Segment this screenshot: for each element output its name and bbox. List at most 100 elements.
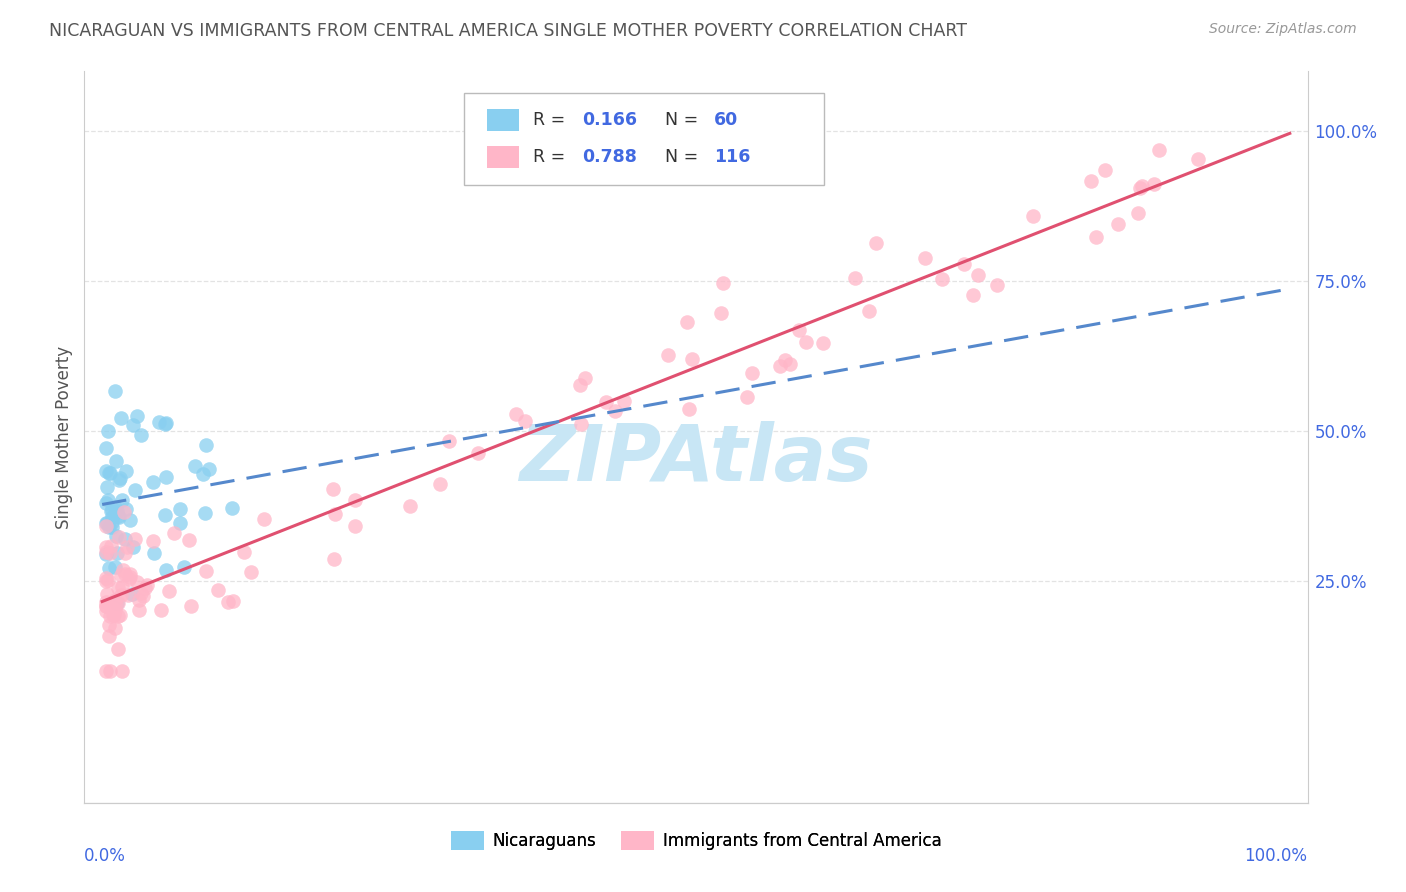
Point (142, 475, 165, 490)
Point (149, 603, 172, 617)
Bar (486, 110, 519, 131)
Point (153, 417, 176, 432)
Point (155, 470, 177, 484)
Point (105, 529, 128, 543)
Point (94, 604, 117, 618)
Point (159, 584, 181, 599)
Point (136, 578, 159, 592)
Point (118, 566, 141, 581)
Point (437, 434, 460, 448)
Point (1128, 206, 1150, 220)
Point (115, 502, 138, 516)
Point (253, 512, 276, 526)
Point (169, 501, 191, 516)
Point (94, 464, 117, 478)
Point (121, 587, 143, 601)
Point (233, 545, 256, 559)
Point (966, 268, 988, 282)
Point (323, 507, 346, 521)
Point (1130, 178, 1153, 193)
Y-axis label: Single Mother Poverty: Single Mother Poverty (55, 345, 73, 529)
Point (569, 377, 592, 392)
Point (94, 599, 117, 613)
Point (574, 371, 596, 385)
Text: 0.0%: 0.0% (84, 847, 127, 864)
Point (125, 575, 148, 590)
Point (769, 359, 792, 373)
Point (94, 518, 117, 533)
Bar (486, 146, 519, 168)
Point (118, 572, 141, 586)
FancyBboxPatch shape (464, 94, 824, 185)
Point (98, 664, 121, 678)
Point (105, 596, 128, 610)
Point (98, 546, 121, 560)
Point (105, 504, 128, 518)
Text: 60: 60 (714, 112, 738, 129)
Point (104, 593, 127, 607)
Point (115, 541, 138, 555)
Point (97, 492, 120, 507)
Point (595, 395, 617, 409)
Point (114, 546, 136, 560)
Point (128, 593, 150, 607)
Point (343, 518, 366, 533)
Point (125, 409, 148, 423)
Point (775, 353, 797, 368)
Point (96, 574, 118, 588)
Point (858, 303, 880, 318)
Point (94, 544, 117, 558)
Point (101, 601, 124, 615)
Legend: Nicaraguans, Immigrants from Central America: Nicaraguans, Immigrants from Central Ame… (444, 824, 948, 856)
Point (100, 539, 122, 553)
Point (569, 417, 592, 431)
Point (142, 546, 165, 560)
Point (96, 594, 118, 608)
Point (1080, 174, 1102, 188)
Text: R =: R = (533, 112, 571, 129)
Point (1187, 152, 1209, 166)
Point (114, 464, 136, 478)
Point (101, 503, 124, 517)
Point (914, 251, 936, 265)
Point (97, 618, 120, 632)
Point (110, 411, 132, 425)
Point (844, 271, 866, 285)
Point (429, 477, 451, 491)
Point (155, 563, 177, 577)
Point (207, 583, 229, 598)
Point (811, 335, 834, 350)
Point (110, 588, 132, 602)
Point (794, 334, 817, 349)
Point (97, 519, 120, 533)
Point (657, 348, 679, 362)
Point (613, 394, 636, 409)
Point (163, 526, 186, 541)
Point (467, 445, 489, 459)
Point (97, 573, 120, 587)
Point (779, 357, 801, 371)
Point (96, 587, 118, 601)
Point (94, 547, 117, 561)
Point (107, 530, 129, 544)
Point (104, 559, 127, 574)
Point (605, 404, 627, 418)
Point (105, 597, 128, 611)
Point (735, 390, 758, 404)
Text: 100.0%: 100.0% (1244, 847, 1308, 864)
Point (1143, 178, 1166, 192)
Text: N =: N = (665, 112, 704, 129)
Point (134, 581, 156, 595)
Point (681, 351, 703, 366)
Point (953, 257, 976, 271)
Text: 0.166: 0.166 (582, 112, 637, 129)
Point (101, 510, 124, 524)
Point (96, 516, 118, 531)
Point (1147, 144, 1170, 158)
Point (194, 564, 217, 578)
Point (222, 594, 245, 608)
Point (101, 519, 124, 533)
Point (111, 492, 134, 507)
Point (148, 415, 170, 429)
Point (104, 602, 127, 616)
